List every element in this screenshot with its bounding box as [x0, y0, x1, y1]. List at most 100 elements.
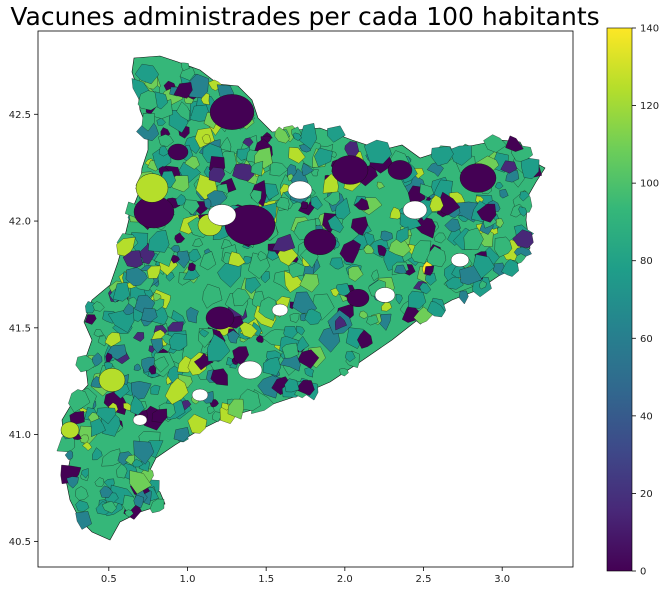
municipality-area — [345, 351, 356, 363]
municipality-area — [116, 463, 128, 479]
municipality-area — [173, 427, 190, 442]
x-tick-label: 1.5 — [258, 574, 274, 585]
municipality-area — [98, 368, 126, 392]
municipality-area — [219, 136, 232, 152]
municipality-area — [176, 101, 191, 122]
municipality-area — [381, 301, 392, 312]
municipality-area — [295, 380, 315, 396]
municipality-area — [227, 330, 240, 344]
municipality-area — [287, 173, 294, 182]
municipality-area — [514, 253, 527, 264]
municipality-area — [96, 407, 117, 425]
municipality-area — [519, 191, 530, 202]
municipality-area — [350, 216, 369, 237]
municipality-area — [148, 230, 170, 253]
municipality-area — [187, 262, 196, 272]
municipality-area — [153, 292, 162, 302]
municipality-area — [389, 206, 402, 220]
colorbar-tick-label: 80 — [640, 256, 653, 267]
municipality-area — [300, 201, 309, 209]
colorbar-ticks: 0 20 40 60 80 100 120 140 — [632, 24, 659, 578]
municipality-area — [288, 147, 306, 164]
municipality-area — [520, 158, 540, 179]
municipality-cells — [56, 62, 542, 530]
missing-data-areas — [132, 180, 470, 426]
municipality-area — [158, 134, 174, 147]
municipality-area — [64, 450, 74, 460]
municipality-area — [82, 441, 93, 451]
colorbar-tick-label: 20 — [640, 489, 653, 500]
municipality-area — [149, 498, 165, 514]
municipality-area — [165, 377, 189, 405]
municipality-area — [387, 160, 413, 180]
municipality-area — [304, 308, 322, 325]
municipality-area — [156, 117, 166, 126]
municipality-area — [371, 269, 380, 282]
municipality-area — [123, 303, 134, 315]
municipality-area — [339, 368, 349, 377]
municipality-area — [125, 267, 148, 287]
municipality-area — [75, 500, 90, 512]
municipality-area — [66, 476, 79, 489]
municipality-area — [91, 352, 103, 367]
municipality-area — [429, 194, 444, 212]
municipality-area — [227, 398, 244, 420]
municipality-area — [501, 258, 519, 277]
municipality-area — [426, 161, 444, 177]
x-axis-ticks: 0.5 1.0 1.5 2.0 2.5 3.0 — [101, 567, 510, 585]
municipality-area — [264, 183, 279, 201]
y-tick-label: 40.5 — [9, 537, 31, 548]
municipality-area — [494, 236, 513, 258]
municipality-area — [147, 265, 161, 279]
municipality-area — [141, 113, 155, 132]
missing-data-area — [207, 204, 237, 226]
municipality-area — [186, 307, 199, 324]
y-tick-label: 41.0 — [9, 430, 31, 441]
municipality-area — [518, 206, 528, 217]
municipality-area — [299, 123, 317, 150]
municipality-area — [266, 250, 280, 261]
municipality-area — [192, 238, 204, 248]
municipality-area — [90, 418, 106, 437]
x-tick-label: 2.5 — [416, 574, 432, 585]
municipality-area — [101, 501, 117, 514]
municipality-area — [257, 251, 268, 262]
municipality-area — [257, 375, 281, 399]
municipality-area — [232, 288, 251, 307]
municipality-area — [135, 173, 169, 203]
municipality-area — [133, 332, 145, 342]
municipality-area — [269, 161, 289, 177]
municipality-area — [250, 160, 264, 177]
municipality-area — [408, 290, 427, 309]
municipality-area — [444, 218, 461, 232]
municipality-area — [75, 511, 92, 530]
municipality-area — [310, 195, 323, 210]
municipality-area — [201, 134, 212, 144]
municipality-area — [394, 264, 408, 274]
municipality-area — [124, 454, 135, 465]
municipality-area — [202, 283, 223, 309]
municipality-area — [262, 356, 281, 376]
municipality-area — [359, 310, 368, 319]
municipality-area — [183, 199, 200, 216]
municipality-area — [236, 146, 250, 161]
municipality-area — [69, 411, 85, 426]
municipality-area — [239, 321, 258, 339]
missing-data-area — [132, 414, 148, 426]
municipality-area — [494, 182, 504, 190]
municipality-area — [133, 363, 142, 371]
municipality-area — [226, 356, 234, 366]
municipality-area — [296, 349, 320, 369]
municipality-area — [188, 248, 202, 263]
municipality-area — [75, 486, 89, 501]
municipality-area — [210, 368, 228, 386]
municipality-area — [207, 405, 215, 414]
municipality-area — [425, 272, 437, 286]
municipality-area — [209, 94, 255, 130]
municipality-area — [199, 328, 210, 338]
municipality-area — [75, 355, 97, 373]
municipality-area — [476, 203, 497, 223]
municipality-area — [205, 306, 235, 330]
municipality-area — [129, 470, 152, 495]
colorbar-tick-label: 100 — [640, 179, 659, 190]
